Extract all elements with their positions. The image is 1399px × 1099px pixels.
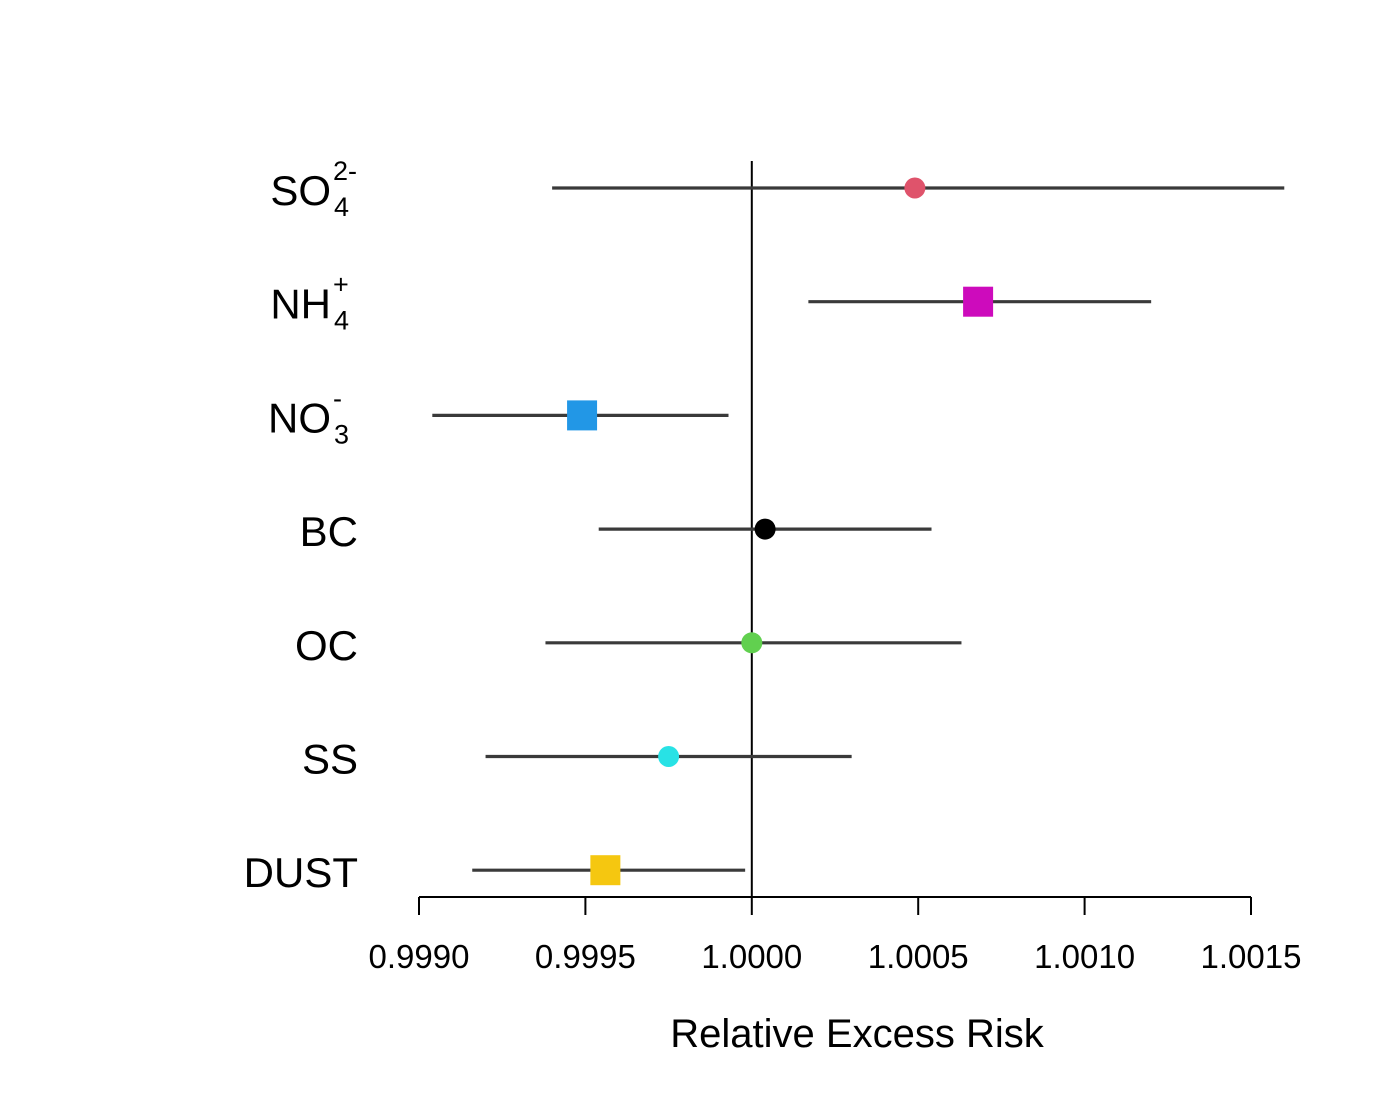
category-label-oc: OC (295, 622, 358, 669)
x-axis-title: Relative Excess Risk (670, 1012, 1044, 1056)
x-tick-label: 1.0010 (1034, 938, 1135, 975)
category-subscript-no: 3 (334, 419, 349, 449)
x-tick-label: 0.9990 (369, 938, 470, 975)
estimate-marker-no (567, 400, 598, 431)
category-label-ss: SS (302, 736, 358, 783)
category-label-nh: NH (270, 281, 331, 328)
x-tick-label: 0.9995 (535, 938, 636, 975)
category-superscript-nh: + (333, 270, 349, 300)
x-tick-label: 1.0005 (868, 938, 969, 975)
x-tick-label: 1.0000 (701, 938, 802, 975)
estimate-marker-bc (754, 518, 776, 540)
category-label-bc: BC (300, 508, 358, 555)
category-label-so: SO (270, 167, 331, 214)
category-label-dust: DUST (244, 849, 358, 896)
x-axis: 0.9990 0.9995 1.0000 1.0005 1.0010 1.0015 (369, 896, 1302, 975)
x-tick-label: 1.0015 (1201, 938, 1302, 975)
estimate-marker-oc (741, 632, 763, 654)
estimate-marker-ss (658, 746, 680, 767)
estimate-marker-so (904, 177, 926, 199)
category-label-no: NO (268, 394, 331, 441)
estimate-marker-dust (590, 855, 621, 886)
category-subscript-nh: 4 (334, 306, 349, 336)
category-superscript-no: - (333, 383, 342, 413)
estimate-marker-nh (963, 286, 994, 317)
category-superscript-so: 2- (333, 156, 357, 186)
category-subscript-so: 4 (334, 192, 349, 222)
